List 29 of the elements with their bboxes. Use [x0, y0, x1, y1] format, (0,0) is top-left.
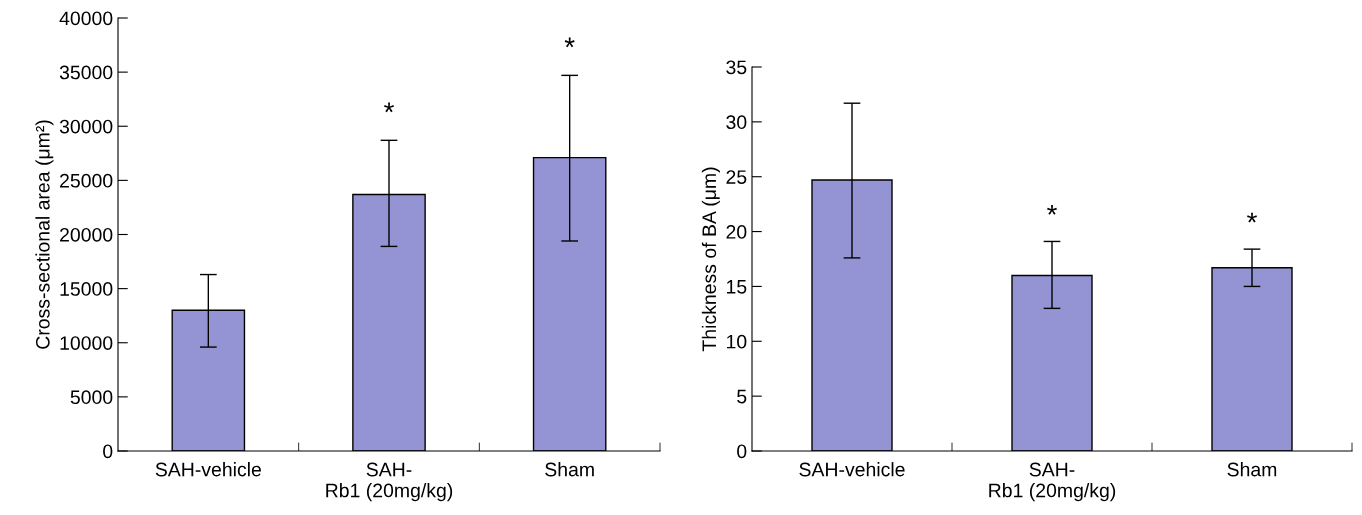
y-tick-label: 20000: [60, 227, 113, 242]
y-tick-label: 0: [737, 444, 747, 459]
y-tick-label: 25: [726, 170, 747, 184]
x-tick-label: Sham: [545, 462, 594, 477]
y-tick-label: 0: [103, 444, 113, 459]
annotation: *: [1047, 205, 1057, 215]
y-axis-title: Cross-sectional area (μm²): [35, 120, 54, 349]
x-tick-label: Sham: [1227, 462, 1277, 477]
y-tick-label: 10000: [60, 336, 113, 350]
y-tick-label: 40000: [59, 11, 113, 26]
y-tick-label: 35000: [59, 65, 113, 80]
annotation: *: [1247, 212, 1257, 223]
x-tick-label: SAH- Rb1 (20mg/kg): [989, 462, 1116, 502]
y-tick-label: 30: [726, 115, 747, 130]
y-tick-label: 15000: [60, 282, 113, 296]
y-tick-label: 35: [726, 60, 747, 75]
y-tick-label: 10: [727, 334, 747, 349]
y-tick-label: 25000: [60, 173, 113, 188]
x-tick-label: SAH- Rb1 (20mg/kg): [326, 462, 453, 502]
y-axis-title: Thickness of BA (μm): [701, 167, 720, 352]
annotation: *: [384, 102, 394, 113]
annotation: *: [564, 37, 575, 48]
y-tick-label: 20: [726, 225, 747, 239]
y-tick-label: 15: [727, 280, 747, 294]
y-tick-label: 30000: [59, 119, 113, 134]
y-tick-label: 5000: [70, 390, 113, 405]
x-tick-label: SAH-vehicle: [799, 462, 905, 477]
x-tick-label: SAH-vehicle: [155, 462, 261, 477]
y-tick-label: 5: [737, 389, 747, 404]
